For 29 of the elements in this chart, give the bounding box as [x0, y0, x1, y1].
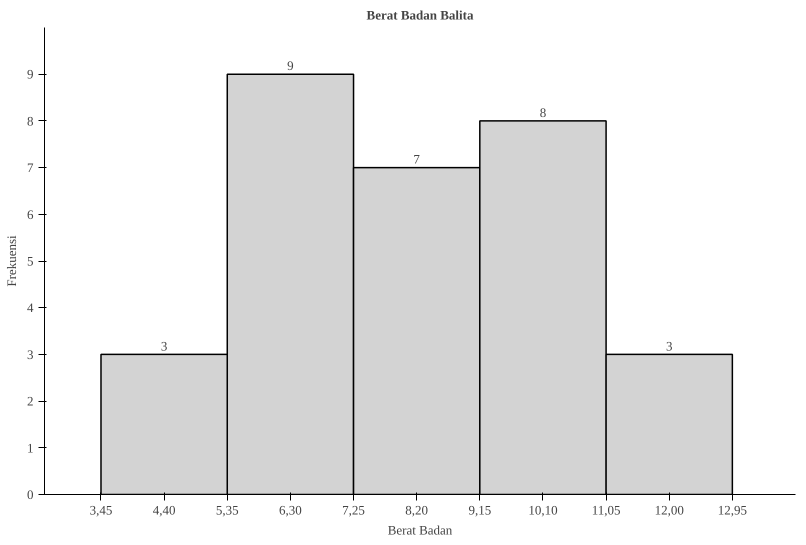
data-label: 3 [160, 338, 168, 354]
y-tick-label: 6 [27, 206, 34, 222]
x-tick-label: 8,20 [405, 502, 428, 518]
y-tick-label: 0 [27, 487, 34, 502]
x-tick-label: 4,40 [152, 502, 176, 518]
x-axis-title: Berat Badan [388, 522, 453, 538]
y-tick-label: 2 [27, 394, 34, 409]
data-label: 9 [287, 58, 294, 74]
x-tick-label: 9,15 [468, 502, 492, 518]
y-tick-label: 5 [27, 254, 34, 268]
x-tick-label: 10,10 [528, 502, 558, 518]
data-label: 3 [666, 338, 672, 354]
data-label: 8 [540, 104, 546, 120]
y-axis-title: Frekuensi [4, 234, 19, 287]
y-tick-label: 8 [27, 113, 34, 128]
y-tick-label: 9 [27, 66, 34, 82]
x-tick-label: 12,95 [718, 502, 747, 518]
x-tick-label: 6,30 [279, 502, 302, 518]
x-tick-label: 7,25 [342, 502, 365, 518]
y-tick-label: 4 [27, 300, 34, 316]
x-tick-label: 3,45 [90, 502, 112, 518]
x-tick-label: 11,05 [592, 502, 620, 518]
chart-title: Berat Badan Balita [366, 8, 474, 22]
y-tick-label: 7 [27, 160, 34, 176]
y-tick-label: 1 [27, 440, 34, 456]
x-tick-label: 5,35 [216, 502, 239, 518]
x-tick-label: 12,00 [654, 502, 684, 518]
y-tick-label: 3 [27, 346, 34, 362]
data-label: 7 [413, 152, 420, 167]
